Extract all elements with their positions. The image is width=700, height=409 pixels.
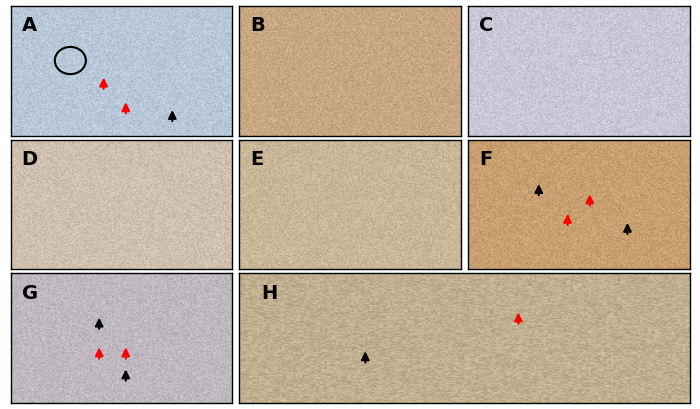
Text: F: F xyxy=(479,150,492,169)
Text: A: A xyxy=(22,16,36,36)
Text: E: E xyxy=(251,150,263,169)
Text: B: B xyxy=(251,16,265,36)
Text: G: G xyxy=(22,284,38,303)
Text: H: H xyxy=(262,284,278,303)
Text: D: D xyxy=(22,150,38,169)
Text: C: C xyxy=(479,16,493,36)
